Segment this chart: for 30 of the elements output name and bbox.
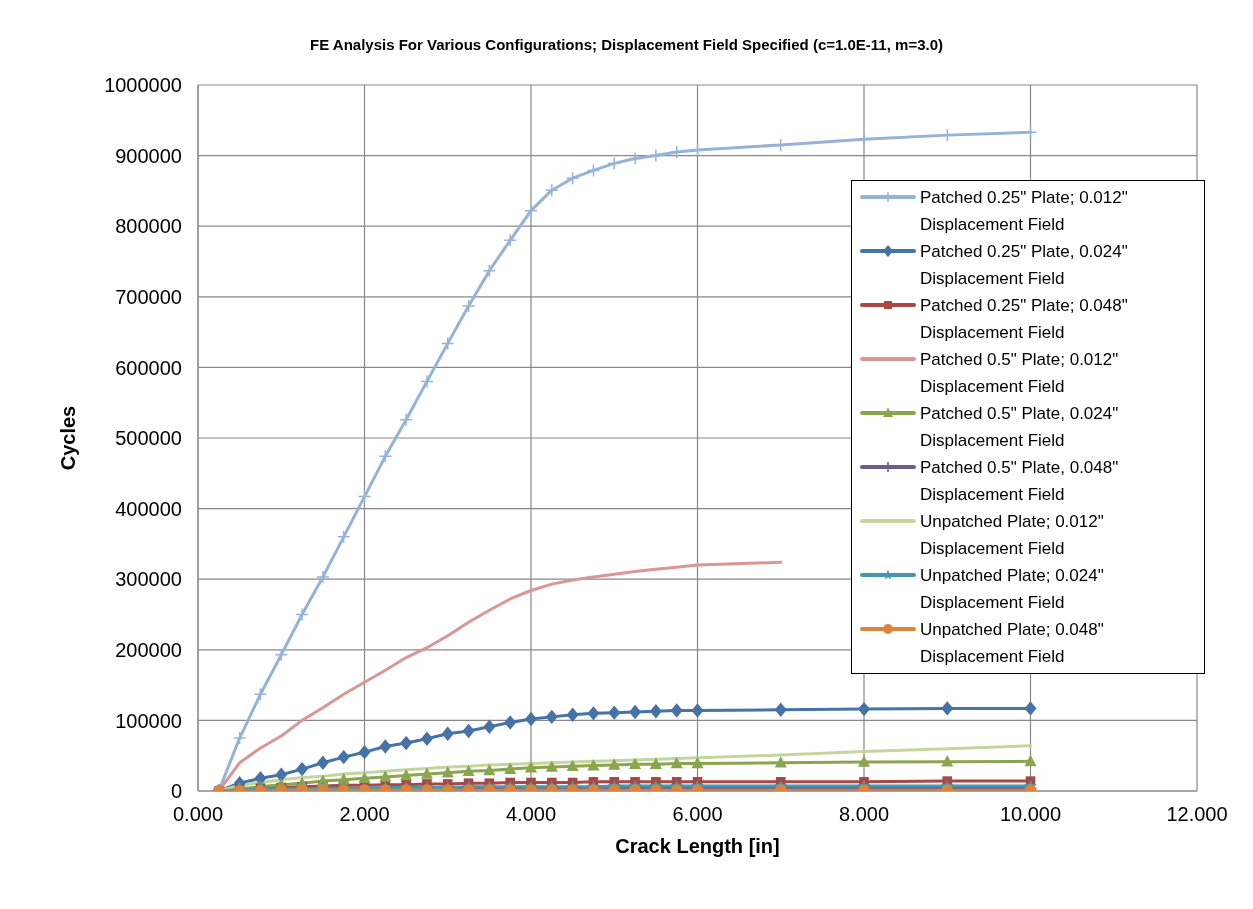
- legend-label: Patched 0.25" Plate; 0.012" Displacement Field: [920, 187, 1129, 236]
- x-axis-title: Crack Length [in]: [615, 835, 780, 857]
- y-tick-label: 1000000: [104, 74, 182, 97]
- x-tick-label: 4.000: [505, 803, 557, 826]
- x-tick-label: 10.000: [999, 803, 1062, 826]
- x-tick-label: 2.000: [339, 803, 390, 826]
- legend-label: Patched 0.5" Plate; 0.012" Displacement Field: [920, 349, 1120, 398]
- y-tick-label: 900000: [115, 144, 182, 167]
- y-tick-label: 100000: [115, 709, 182, 732]
- y-axis-title: Cycles: [57, 405, 80, 471]
- y-tick-label: 0: [170, 780, 182, 803]
- y-tick-label: 500000: [115, 427, 182, 450]
- legend-label: Unpatched Plate; 0.024" Displacement Field: [920, 565, 1105, 614]
- chart-title: FE Analysis For Various Configurations; Displacement Field Specified (c=1.0E-11, m=3.0): [309, 36, 944, 53]
- x-tick-label: 0.000: [172, 803, 224, 826]
- legend-label: Patched 0.5" Plate, 0.024" Displacement Field: [920, 403, 1120, 452]
- legend-label: Patched 0.5" Plate, 0.048" Displacement Field: [920, 457, 1120, 506]
- y-tick-label: 800000: [115, 215, 182, 238]
- x-tick-label: 6.000: [672, 803, 723, 826]
- y-tick-label: 200000: [115, 638, 182, 661]
- x-tick-label: 8.000: [838, 803, 890, 826]
- y-tick-label: 700000: [115, 285, 182, 308]
- legend-label: Unpatched Plate; 0.048" Displacement Field: [920, 619, 1105, 668]
- legend-label: Patched 0.25" Plate, 0.024" Displacement Field: [920, 241, 1129, 290]
- y-tick-label: 600000: [115, 356, 182, 379]
- x-tick-label: 12.000: [1166, 803, 1228, 826]
- y-tick-label: 300000: [115, 568, 182, 591]
- legend-label: Patched 0.25" Plate; 0.048" Displacement Field: [920, 295, 1129, 344]
- y-tick-label: 400000: [115, 497, 182, 520]
- legend-label: Unpatched Plate; 0.012" Displacement Field: [920, 511, 1105, 560]
